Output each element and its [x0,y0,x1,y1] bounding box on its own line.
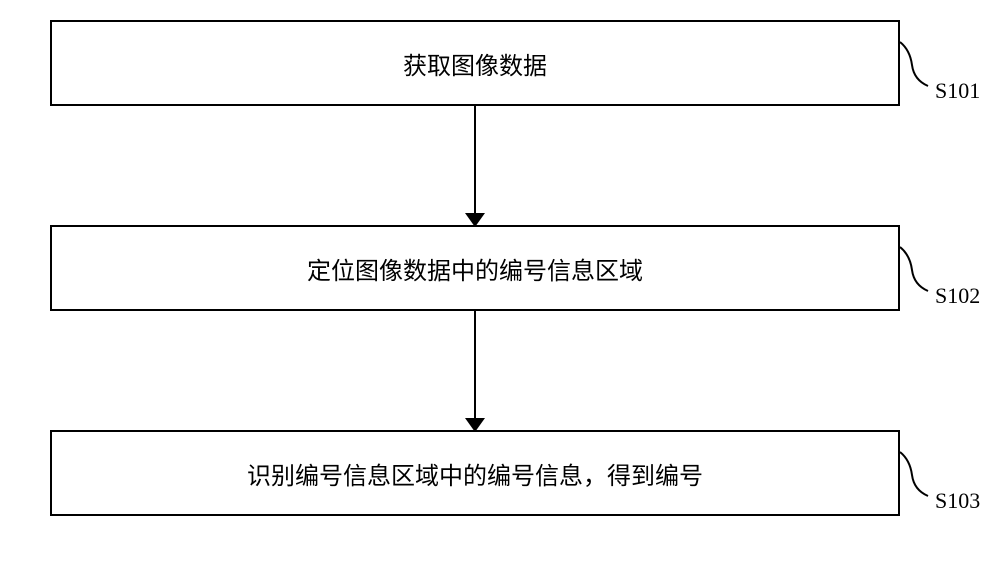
flowchart-box-2: 定位图像数据中的编号信息区域 [50,225,900,311]
connector-curve-3 [898,450,938,500]
box-text-2: 定位图像数据中的编号信息区域 [307,251,643,286]
arrow-line-1 [474,106,476,215]
box-text-1: 获取图像数据 [403,46,547,81]
flowchart-box-1: 获取图像数据 [50,20,900,106]
step-label-2: S102 [935,283,980,309]
connector-curve-1 [898,40,938,90]
step-label-1: S101 [935,78,980,104]
flowchart-box-3: 识别编号信息区域中的编号信息，得到编号 [50,430,900,516]
arrow-line-2 [474,311,476,420]
step-label-3: S103 [935,488,980,514]
connector-curve-2 [898,245,938,295]
box-text-3: 识别编号信息区域中的编号信息，得到编号 [247,456,703,491]
